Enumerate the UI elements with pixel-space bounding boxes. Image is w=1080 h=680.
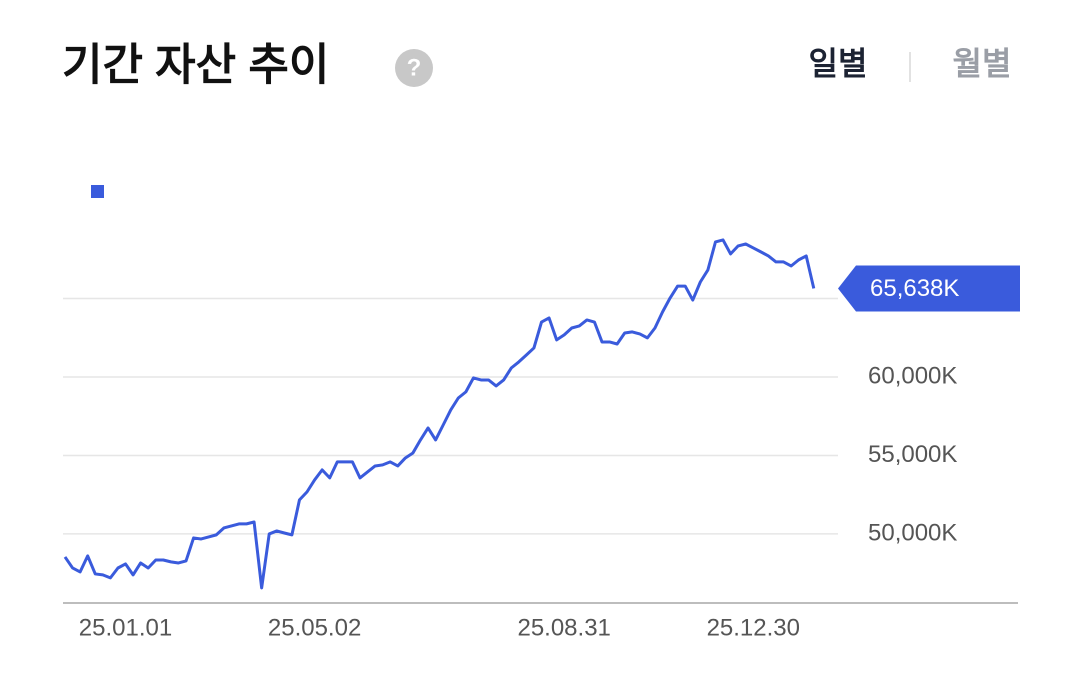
tab-monthly[interactable]: 월별 bbox=[953, 45, 1012, 81]
legend-marker bbox=[91, 185, 104, 198]
tab-daily[interactable]: 일별 bbox=[809, 45, 868, 81]
line bbox=[63, 238, 816, 590]
y-tick-label: 60,000K bbox=[868, 362, 957, 389]
x-tick-label: 25.12.30 bbox=[707, 614, 800, 641]
y-tick-label: 55,000K bbox=[868, 441, 957, 468]
current-value-label: 65,638K bbox=[870, 275, 959, 302]
current-value-badge bbox=[838, 265, 1020, 312]
x-tick-label: 25.05.02 bbox=[268, 614, 361, 641]
svg-text:?: ? bbox=[407, 54, 422, 81]
x-tick-label: 25.08.31 bbox=[517, 614, 610, 641]
help-icon[interactable]: ? bbox=[395, 49, 433, 87]
y-tick-label: 50,000K bbox=[868, 519, 957, 546]
x-tick-label: 25.01.01 bbox=[79, 614, 172, 641]
chart-title: 기간 자산 추이 bbox=[62, 41, 329, 90]
